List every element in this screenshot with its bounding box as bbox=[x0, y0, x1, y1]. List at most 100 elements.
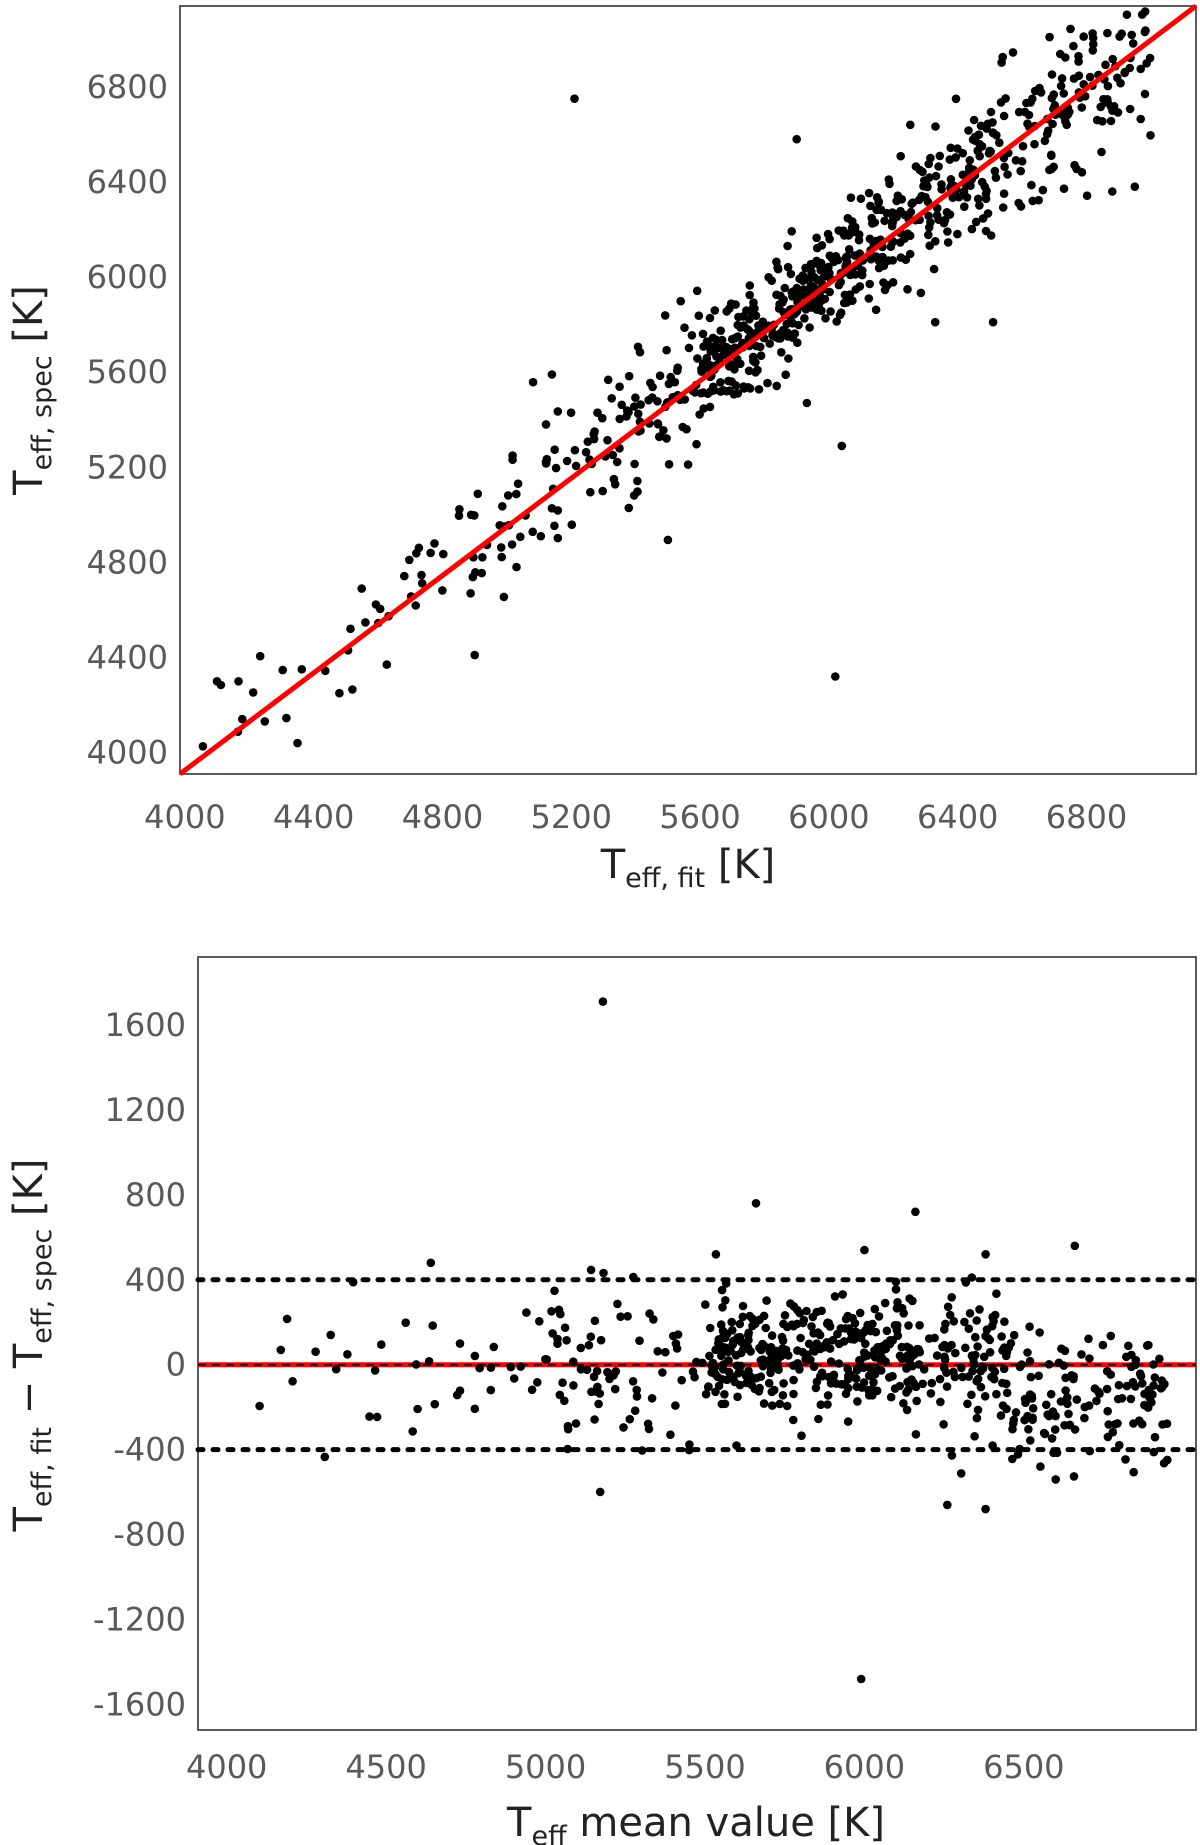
scatter-point bbox=[610, 1384, 620, 1394]
scatter-point bbox=[1017, 157, 1027, 166]
scatter-point bbox=[1127, 1362, 1136, 1372]
top-x-axis-label: Teff, fit [K] bbox=[600, 842, 776, 894]
scatter-point bbox=[516, 532, 525, 542]
scatter-point bbox=[288, 1377, 297, 1386]
scatter-point bbox=[1061, 53, 1070, 62]
scatter-point bbox=[754, 385, 764, 394]
scatter-point bbox=[779, 1319, 788, 1329]
scatter-point bbox=[1069, 74, 1079, 83]
scatter-point bbox=[969, 1360, 979, 1370]
top-y-tick-label: 6000 bbox=[87, 258, 168, 296]
scatter-point bbox=[1127, 30, 1136, 40]
scatter-point bbox=[507, 540, 517, 549]
scatter-point bbox=[1047, 1434, 1057, 1443]
scatter-point bbox=[824, 1372, 834, 1382]
scatter-point bbox=[1000, 1317, 1009, 1326]
scatter-point bbox=[783, 241, 792, 251]
scatter-point bbox=[1140, 89, 1150, 99]
scatter-point bbox=[797, 1431, 806, 1440]
scatter-point bbox=[930, 317, 940, 327]
scatter-point bbox=[1002, 1388, 1012, 1398]
scatter-point bbox=[939, 1420, 948, 1429]
scatter-point bbox=[720, 345, 729, 354]
scatter-point bbox=[1085, 1354, 1094, 1363]
scatter-point bbox=[943, 1302, 953, 1312]
scatter-point bbox=[721, 1296, 730, 1305]
scatter-point bbox=[372, 1412, 382, 1422]
scatter-point bbox=[1001, 94, 1010, 103]
scatter-point bbox=[711, 1250, 721, 1259]
scatter-point bbox=[508, 455, 517, 465]
scatter-point bbox=[1135, 1369, 1145, 1378]
scatter-point bbox=[943, 238, 953, 247]
scatter-point bbox=[1043, 1410, 1052, 1419]
scatter-point bbox=[992, 1289, 1001, 1298]
scatter-point bbox=[843, 293, 853, 302]
scatter-point bbox=[946, 175, 956, 184]
scatter-point bbox=[809, 1362, 819, 1371]
scatter-point bbox=[346, 624, 355, 634]
scatter-point bbox=[685, 1440, 694, 1449]
scatter-point bbox=[1070, 1241, 1080, 1251]
scatter-point bbox=[1036, 88, 1046, 97]
scatter-point bbox=[343, 1350, 352, 1359]
scatter-point bbox=[1051, 1475, 1060, 1484]
scatter-point bbox=[749, 356, 758, 366]
scatter-point bbox=[843, 1417, 853, 1426]
scatter-point bbox=[468, 572, 478, 582]
scatter-point bbox=[870, 218, 880, 227]
scatter-point bbox=[838, 1290, 847, 1299]
scatter-point bbox=[782, 1401, 792, 1411]
scatter-point bbox=[866, 254, 876, 264]
scatter-point bbox=[1020, 107, 1030, 117]
bottom-x-tick-label: 5000 bbox=[505, 1748, 586, 1786]
scatter-point bbox=[1114, 1380, 1124, 1390]
scatter-point bbox=[1131, 1355, 1141, 1365]
scatter-point bbox=[816, 266, 825, 275]
scatter-point bbox=[990, 166, 1000, 176]
scatter-point bbox=[1046, 1389, 1056, 1399]
top-x-tick-label: 4800 bbox=[402, 798, 483, 836]
scatter-point bbox=[238, 714, 247, 724]
scatter-point bbox=[470, 650, 480, 660]
scatter-point bbox=[1004, 1343, 1014, 1352]
scatter-point bbox=[1136, 64, 1145, 74]
scatter-point bbox=[512, 562, 521, 572]
scatter-point bbox=[807, 301, 816, 310]
scatter-point bbox=[646, 378, 655, 388]
scatter-point bbox=[762, 1296, 771, 1305]
top-x-tick-label: 4400 bbox=[273, 798, 354, 836]
scatter-point bbox=[706, 386, 716, 396]
scatter-point bbox=[1024, 1425, 1033, 1434]
scatter-point bbox=[293, 738, 302, 748]
scatter-point bbox=[666, 372, 675, 382]
scatter-point bbox=[473, 489, 483, 499]
scatter-point bbox=[687, 331, 697, 340]
scatter-point bbox=[805, 323, 814, 332]
scatter-point bbox=[619, 1423, 628, 1432]
top-reference-lines bbox=[178, 4, 1198, 776]
scatter-point bbox=[1103, 95, 1112, 104]
scatter-point bbox=[979, 1352, 989, 1362]
scatter-point bbox=[1115, 1440, 1124, 1450]
scatter-point bbox=[841, 1324, 850, 1333]
scatter-point bbox=[320, 1452, 330, 1462]
scatter-point bbox=[1144, 1340, 1153, 1350]
scatter-point bbox=[548, 1329, 557, 1338]
scatter-point bbox=[417, 570, 426, 580]
scatter-point bbox=[408, 1427, 418, 1436]
scatter-point bbox=[1057, 74, 1067, 83]
scatter-point bbox=[929, 264, 939, 274]
scatter-point bbox=[1074, 51, 1083, 61]
scatter-point bbox=[848, 1313, 857, 1323]
scatter-point bbox=[633, 487, 642, 496]
scatter-point bbox=[821, 314, 830, 323]
scatter-point bbox=[705, 1351, 714, 1361]
scatter-point bbox=[976, 1382, 986, 1392]
scatter-point bbox=[659, 426, 668, 435]
scatter-point bbox=[843, 1364, 852, 1374]
scatter-point bbox=[630, 1406, 640, 1415]
scatter-point bbox=[1126, 1394, 1136, 1404]
scatter-point bbox=[840, 231, 849, 240]
